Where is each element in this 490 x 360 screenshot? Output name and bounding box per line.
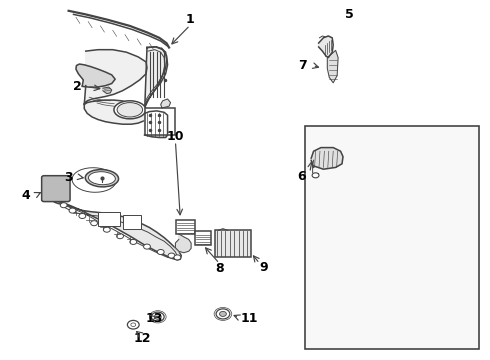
- Circle shape: [103, 227, 110, 232]
- Circle shape: [174, 255, 181, 260]
- FancyBboxPatch shape: [42, 176, 70, 202]
- Ellipse shape: [89, 172, 115, 185]
- Ellipse shape: [85, 170, 119, 187]
- Text: 5: 5: [344, 8, 353, 21]
- Bar: [215, 230, 251, 257]
- Circle shape: [168, 253, 175, 258]
- Polygon shape: [175, 234, 191, 253]
- Ellipse shape: [114, 101, 146, 119]
- Text: 1: 1: [186, 13, 195, 26]
- Circle shape: [154, 314, 161, 319]
- Circle shape: [144, 244, 150, 249]
- Polygon shape: [76, 64, 115, 87]
- Text: 4: 4: [22, 189, 30, 202]
- Text: 10: 10: [167, 130, 184, 143]
- Circle shape: [127, 320, 139, 329]
- Circle shape: [312, 173, 319, 178]
- Text: 6: 6: [297, 170, 306, 183]
- Polygon shape: [145, 47, 167, 113]
- Circle shape: [60, 203, 67, 208]
- Text: 2: 2: [73, 80, 81, 93]
- Bar: [176, 220, 195, 234]
- Text: 12: 12: [133, 332, 151, 345]
- Text: 9: 9: [260, 261, 269, 274]
- Polygon shape: [145, 111, 168, 138]
- Text: 7: 7: [298, 59, 307, 72]
- Polygon shape: [318, 36, 333, 58]
- Text: 8: 8: [215, 262, 224, 275]
- Bar: [305, 126, 479, 349]
- Polygon shape: [84, 50, 148, 124]
- Ellipse shape: [117, 103, 143, 117]
- Polygon shape: [54, 201, 181, 260]
- Polygon shape: [161, 99, 171, 108]
- Polygon shape: [327, 50, 338, 83]
- Circle shape: [216, 309, 230, 319]
- Polygon shape: [103, 87, 112, 94]
- Bar: [122, 215, 141, 229]
- Circle shape: [157, 249, 164, 255]
- Text: 11: 11: [240, 312, 258, 325]
- Bar: [145, 108, 175, 135]
- Polygon shape: [311, 148, 343, 169]
- Circle shape: [220, 311, 226, 316]
- Bar: [98, 212, 120, 226]
- Circle shape: [130, 239, 137, 244]
- Circle shape: [69, 208, 76, 213]
- Circle shape: [151, 312, 164, 321]
- Circle shape: [117, 234, 123, 239]
- Bar: [195, 231, 211, 245]
- Circle shape: [79, 213, 86, 219]
- Text: 3: 3: [64, 171, 73, 184]
- Circle shape: [91, 221, 98, 226]
- Text: 13: 13: [146, 312, 163, 325]
